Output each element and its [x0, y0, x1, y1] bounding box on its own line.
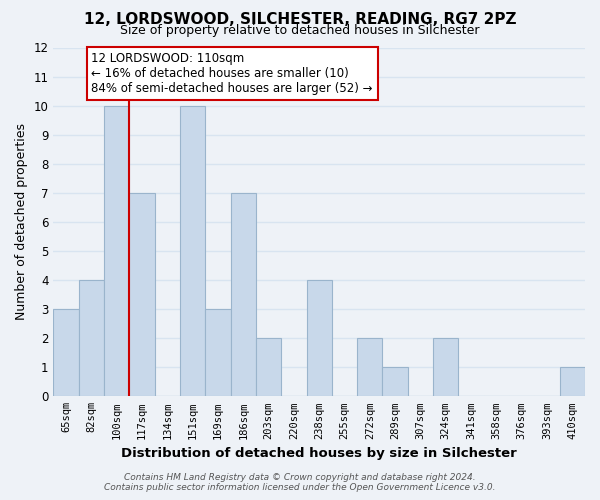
Bar [205, 309, 230, 396]
Bar [230, 193, 256, 396]
Text: Contains HM Land Registry data © Crown copyright and database right 2024.
Contai: Contains HM Land Registry data © Crown c… [104, 473, 496, 492]
Y-axis label: Number of detached properties: Number of detached properties [15, 124, 28, 320]
Bar [53, 309, 79, 396]
Bar [433, 338, 458, 396]
Bar [357, 338, 382, 396]
Bar [560, 367, 585, 396]
Bar [382, 367, 408, 396]
Bar [130, 193, 155, 396]
Bar [307, 280, 332, 396]
Bar [104, 106, 130, 397]
Bar [79, 280, 104, 396]
Bar [256, 338, 281, 396]
Text: Size of property relative to detached houses in Silchester: Size of property relative to detached ho… [120, 24, 480, 37]
Text: 12, LORDSWOOD, SILCHESTER, READING, RG7 2PZ: 12, LORDSWOOD, SILCHESTER, READING, RG7 … [84, 12, 516, 28]
X-axis label: Distribution of detached houses by size in Silchester: Distribution of detached houses by size … [121, 447, 517, 460]
Text: 12 LORDSWOOD: 110sqm
← 16% of detached houses are smaller (10)
84% of semi-detac: 12 LORDSWOOD: 110sqm ← 16% of detached h… [91, 52, 373, 95]
Bar [180, 106, 205, 397]
